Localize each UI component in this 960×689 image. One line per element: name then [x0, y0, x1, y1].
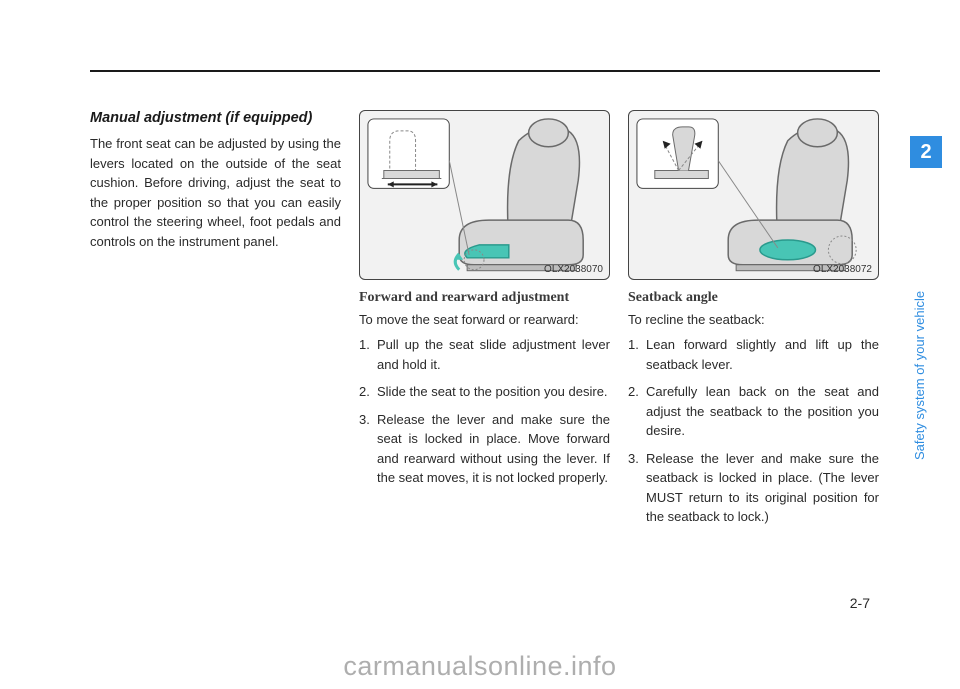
top-rule: [90, 70, 880, 72]
column-2: OLX2038070 Forward and rearward adjustme…: [359, 110, 610, 535]
page-number: 2-7: [850, 595, 870, 611]
step-number: 2.: [628, 382, 646, 441]
list-item: 1. Lean forward slightly and lift up the…: [628, 335, 879, 374]
step-text: Carefully lean back on the seat and adju…: [646, 382, 879, 441]
seat-diagram-1: [360, 111, 609, 280]
column-3: OLX2038072 Seatback angle To recline the…: [628, 110, 879, 535]
step-text: Pull up the seat slide adjustment lever …: [377, 335, 610, 374]
seatback-angle-heading: Seatback angle: [628, 290, 879, 306]
chapter-tab: 2: [910, 136, 942, 168]
forward-rearward-intro: To move the seat forward or rearward:: [359, 312, 610, 327]
figure-code-1: OLX2038070: [544, 264, 603, 275]
step-text: Release the lever and make sure the seat…: [646, 449, 879, 527]
step-number: 3.: [628, 449, 646, 527]
seatback-angle-intro: To recline the seatback:: [628, 312, 879, 327]
step-number: 1.: [628, 335, 646, 374]
chapter-side-label: Safety system of your vehicle: [912, 180, 940, 460]
figure-code-2: OLX2038072: [813, 264, 872, 275]
forward-rearward-heading: Forward and rearward adjustment: [359, 290, 610, 306]
page-content: Manual adjustment (if equipped) The fron…: [90, 110, 880, 535]
step-text: Release the lever and make sure the seat…: [377, 410, 610, 488]
manual-adjustment-body: The front seat can be adjusted by using …: [90, 134, 341, 251]
list-item: 2. Slide the seat to the position you de…: [359, 382, 610, 402]
forward-rearward-steps: 1. Pull up the seat slide adjustment lev…: [359, 335, 610, 488]
figure-seatback-angle: OLX2038072: [628, 110, 879, 280]
list-item: 3. Release the lever and make sure the s…: [628, 449, 879, 527]
watermark: carmanualsonline.info: [343, 651, 616, 682]
step-text: Slide the seat to the position you desir…: [377, 382, 610, 402]
step-text: Lean forward slightly and lift up the se…: [646, 335, 879, 374]
step-number: 1.: [359, 335, 377, 374]
step-number: 2.: [359, 382, 377, 402]
column-1: Manual adjustment (if equipped) The fron…: [90, 110, 341, 535]
list-item: 2. Carefully lean back on the seat and a…: [628, 382, 879, 441]
seat-diagram-2: [629, 111, 878, 280]
manual-adjustment-heading: Manual adjustment (if equipped): [90, 110, 341, 126]
list-item: 1. Pull up the seat slide adjustment lev…: [359, 335, 610, 374]
seatback-angle-steps: 1. Lean forward slightly and lift up the…: [628, 335, 879, 527]
list-item: 3. Release the lever and make sure the s…: [359, 410, 610, 488]
step-number: 3.: [359, 410, 377, 488]
figure-forward-rearward: OLX2038070: [359, 110, 610, 280]
